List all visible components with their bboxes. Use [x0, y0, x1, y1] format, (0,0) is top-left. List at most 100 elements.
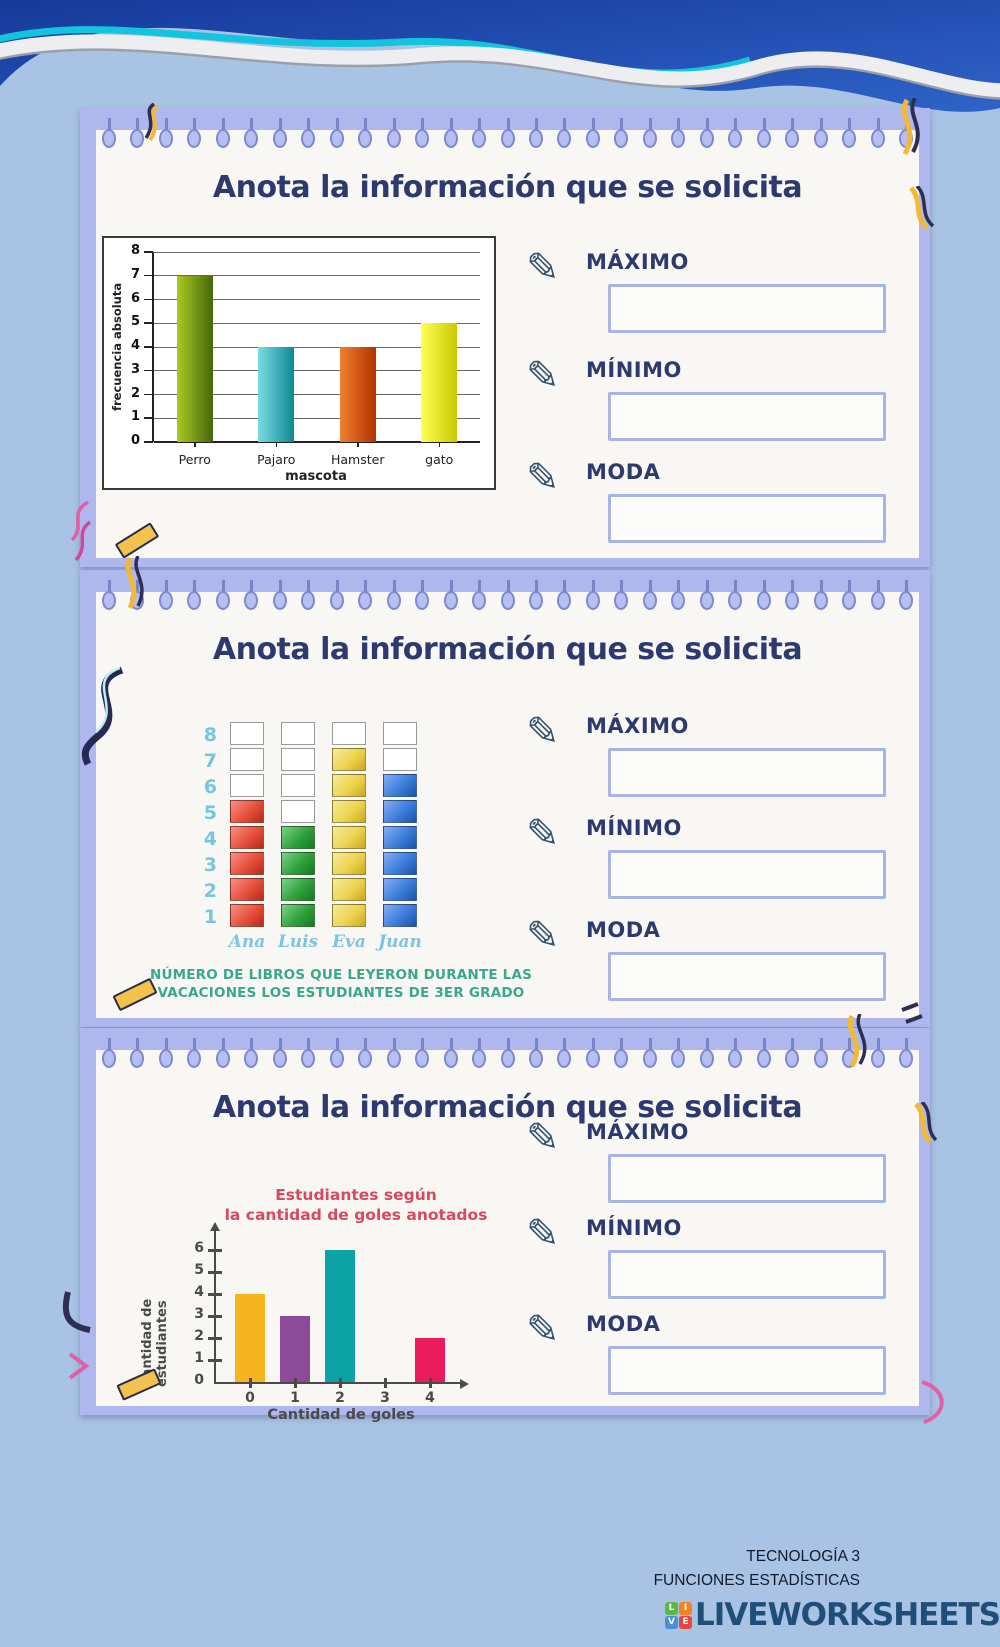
pin-stem — [876, 1038, 880, 1051]
pin-stem — [905, 1038, 908, 1051]
pin-bulb — [699, 591, 714, 610]
squiggle-decoration — [921, 1380, 944, 1424]
chart-title-line2: la cantidad de goles anotados — [224, 1206, 488, 1225]
pin-stem — [250, 118, 254, 131]
binding-pin — [728, 580, 743, 612]
y-tick — [144, 298, 153, 300]
pin-stem — [791, 118, 795, 131]
field-label: MÍNIMO — [586, 816, 682, 840]
pin-stem — [221, 580, 225, 593]
pin-bulb — [472, 591, 487, 610]
squiggle-decoration — [901, 98, 920, 156]
pin-stem — [563, 1038, 567, 1051]
y-tick — [144, 441, 153, 443]
pin-stem — [221, 118, 225, 131]
pin-bulb — [585, 1049, 600, 1068]
chart-caption-line2: VACACIONES LOS ESTUDIANTES DE 3ER GRADO — [157, 985, 525, 1002]
pin-stem — [136, 580, 140, 593]
y-scale-number: 3 — [203, 854, 217, 876]
pin-bulb — [842, 129, 857, 148]
pin-bulb — [301, 129, 316, 148]
binding-pin — [272, 580, 287, 612]
squiggle-decoration — [81, 666, 124, 766]
category-name: Juan — [378, 932, 422, 952]
binding-pin — [842, 118, 857, 150]
logo-tile-l: L — [665, 1601, 678, 1615]
goals-bar-chart: Estudiantes según la cantidad de goles a… — [126, 1185, 516, 1425]
pin-stem — [648, 118, 652, 131]
pin-stem — [876, 580, 880, 593]
pin-bulb — [130, 1049, 145, 1068]
binding-pin — [215, 1038, 230, 1070]
binding-pin — [443, 580, 458, 612]
binding-pin — [472, 118, 487, 150]
pin-stem — [762, 580, 766, 593]
pin-stem — [648, 580, 652, 593]
y-tick — [144, 251, 153, 253]
x-category-label: 2 — [335, 1390, 345, 1406]
pin-bulb — [244, 129, 259, 148]
category-name: Luis — [277, 932, 319, 952]
x-category-label: 1 — [290, 1390, 300, 1406]
maximo-input-panel1[interactable] — [608, 284, 886, 333]
pin-stem — [449, 118, 453, 131]
pin-bulb — [102, 1049, 116, 1068]
pin-bulb — [386, 1049, 401, 1068]
squiggle-decoration — [847, 1014, 867, 1068]
liveworksheets-logo[interactable]: L I V E LIVEWORKSHEETS — [665, 1597, 1000, 1633]
pin-stem — [819, 1038, 823, 1051]
pin-bulb — [102, 129, 116, 148]
minimo-input-panel2[interactable] — [608, 850, 886, 899]
binding-pin — [585, 118, 600, 150]
pin-stem — [449, 1038, 453, 1051]
pin-bulb — [358, 129, 373, 148]
pin-bulb — [728, 1049, 743, 1068]
block-filled — [281, 878, 315, 901]
block-filled — [332, 800, 366, 823]
moda-input-panel1[interactable] — [608, 494, 886, 543]
bar-gato — [421, 323, 458, 442]
logo-tile-i: I — [679, 1601, 692, 1615]
binding-pin — [699, 118, 714, 150]
pin-stem — [791, 1038, 795, 1051]
x-tick — [438, 442, 441, 447]
pin-bulb — [500, 129, 515, 148]
moda-input-panel2[interactable] — [608, 952, 886, 1001]
y-tick — [208, 1271, 222, 1274]
pin-stem — [364, 1038, 368, 1051]
maximo-field-group: ✎ MÁXIMO — [520, 1118, 900, 1210]
block-empty — [281, 722, 315, 745]
x-category-label: 4 — [425, 1390, 435, 1406]
pin-stem — [307, 118, 311, 131]
y-tick-label: 7 — [130, 266, 140, 282]
notebook-paper: Anota la información que se solicita fre… — [96, 118, 919, 558]
y-tick — [208, 1249, 222, 1252]
pin-stem — [108, 580, 111, 593]
minimo-input-panel1[interactable] — [608, 392, 886, 441]
category-name: Eva — [332, 932, 366, 952]
x-category-label: Pajaro — [257, 452, 296, 467]
squiggle-decoration — [144, 102, 160, 142]
block-filled — [332, 852, 366, 875]
binding-pin — [329, 580, 344, 612]
squiggle-decoration — [914, 1102, 938, 1144]
pin-stem — [478, 118, 482, 131]
binding-pin — [642, 580, 657, 612]
maximo-input-panel2[interactable] — [608, 748, 886, 797]
binding-pin — [870, 1038, 885, 1070]
chart-title: Estudiantes según la cantidad de goles a… — [206, 1185, 506, 1225]
pin-bulb — [130, 129, 145, 148]
binding-pin — [102, 118, 116, 150]
block-filled — [281, 826, 315, 849]
pin-stem — [705, 580, 709, 593]
pen-icon: ✎ — [526, 913, 560, 959]
binding-pin — [415, 580, 430, 612]
moda-input-panel3[interactable] — [608, 1346, 886, 1395]
binding-pin — [386, 118, 401, 150]
pin-bulb — [158, 129, 173, 148]
minimo-input-panel3[interactable] — [608, 1250, 886, 1299]
binding-pin — [102, 580, 116, 612]
binding-pin — [785, 1038, 800, 1070]
maximo-input-panel3[interactable] — [608, 1154, 886, 1203]
